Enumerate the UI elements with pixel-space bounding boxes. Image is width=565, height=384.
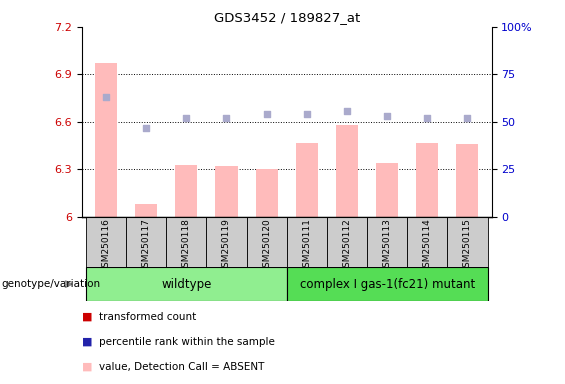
Point xyxy=(383,113,392,119)
Text: GSM250115: GSM250115 xyxy=(463,218,472,273)
Bar xyxy=(407,217,447,267)
Bar xyxy=(166,217,206,267)
Point xyxy=(102,94,111,100)
Point xyxy=(262,111,271,118)
Text: complex I gas-1(fc21) mutant: complex I gas-1(fc21) mutant xyxy=(299,278,475,291)
Bar xyxy=(447,217,488,267)
Bar xyxy=(175,165,197,217)
Bar xyxy=(287,217,327,267)
Text: wildtype: wildtype xyxy=(161,278,211,291)
Text: GSM250117: GSM250117 xyxy=(142,218,151,273)
Bar xyxy=(246,217,287,267)
Point xyxy=(182,115,191,121)
Bar xyxy=(86,267,287,301)
Bar xyxy=(457,144,479,217)
Text: GSM250111: GSM250111 xyxy=(302,218,311,273)
Bar xyxy=(376,163,398,217)
Bar xyxy=(126,217,166,267)
Text: percentile rank within the sample: percentile rank within the sample xyxy=(99,337,275,347)
Text: GSM250119: GSM250119 xyxy=(222,218,231,273)
Text: GSM250116: GSM250116 xyxy=(102,218,111,273)
Bar xyxy=(367,217,407,267)
Text: GSM250113: GSM250113 xyxy=(383,218,392,273)
Bar xyxy=(95,63,117,217)
Bar xyxy=(86,217,126,267)
Text: value, Detection Call = ABSENT: value, Detection Call = ABSENT xyxy=(99,362,264,372)
Text: GSM250120: GSM250120 xyxy=(262,218,271,273)
Point xyxy=(463,115,472,121)
Text: GSM250112: GSM250112 xyxy=(342,218,351,273)
Text: transformed count: transformed count xyxy=(99,312,196,322)
Point xyxy=(342,108,351,114)
Point xyxy=(222,115,231,121)
Bar xyxy=(287,267,488,301)
Text: GSM250114: GSM250114 xyxy=(423,218,432,273)
Text: ■: ■ xyxy=(82,312,93,322)
Bar xyxy=(215,166,237,217)
Title: GDS3452 / 189827_at: GDS3452 / 189827_at xyxy=(214,11,360,24)
Bar xyxy=(327,217,367,267)
Bar xyxy=(255,169,278,217)
Text: genotype/variation: genotype/variation xyxy=(1,279,100,289)
Text: GSM250118: GSM250118 xyxy=(182,218,191,273)
Point xyxy=(423,115,432,121)
Bar xyxy=(135,204,157,217)
Bar xyxy=(206,217,246,267)
Point xyxy=(142,124,151,131)
Bar xyxy=(416,142,438,217)
Point xyxy=(302,111,311,118)
Bar xyxy=(295,142,318,217)
Bar xyxy=(336,125,358,217)
Text: ■: ■ xyxy=(82,362,93,372)
Text: ■: ■ xyxy=(82,337,93,347)
